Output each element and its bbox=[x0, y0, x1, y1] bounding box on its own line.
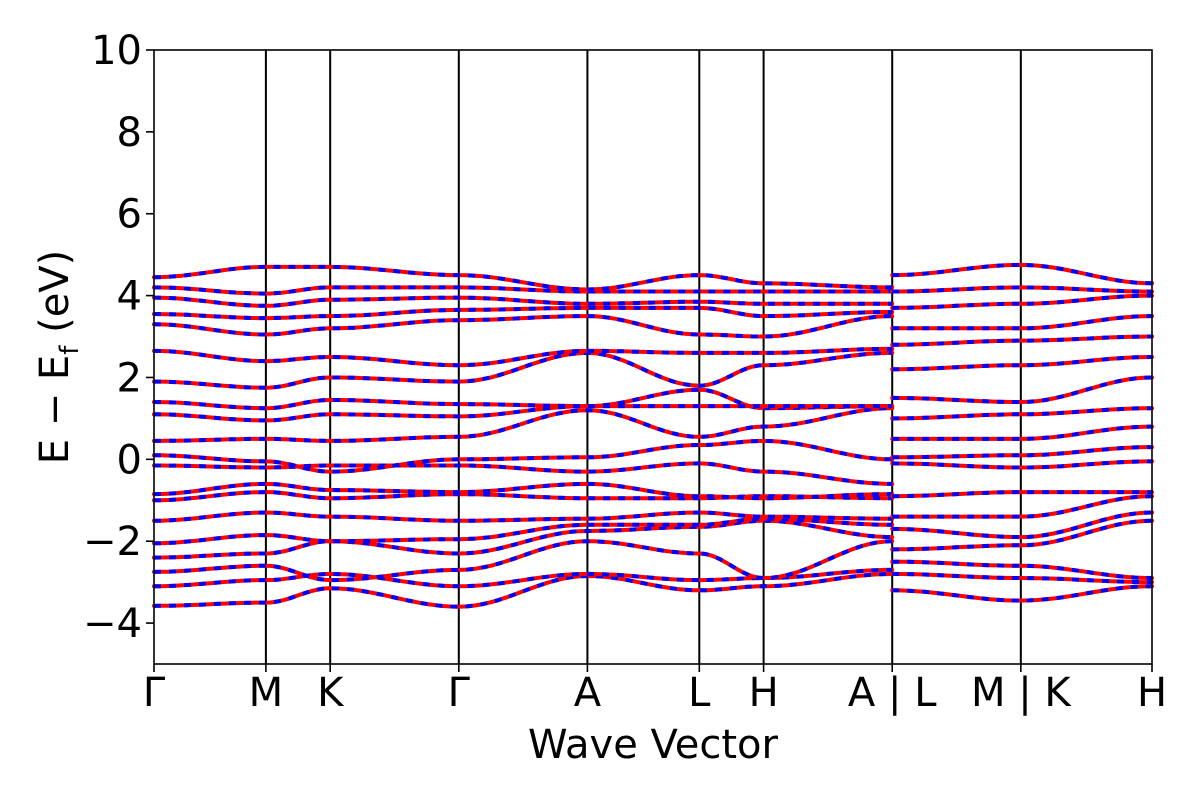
band-spin-down bbox=[892, 293, 1153, 310]
band-spin-down bbox=[892, 424, 1153, 441]
y-tick-label: −2 bbox=[83, 519, 142, 565]
x-tick-label: M | K bbox=[971, 670, 1072, 716]
band-spin-up bbox=[890, 424, 1154, 441]
band-spin-down bbox=[892, 314, 1153, 331]
x-tick-label: A | L bbox=[848, 670, 937, 716]
band-spin-down bbox=[153, 518, 893, 560]
band-spin-down bbox=[892, 571, 1152, 585]
x-tick-label: K bbox=[317, 670, 345, 716]
band-spin-down bbox=[153, 571, 893, 609]
band-spin-up bbox=[890, 490, 1154, 499]
y-tick-label: −4 bbox=[83, 601, 142, 647]
band-spin-down bbox=[153, 305, 893, 321]
band-spin-down bbox=[892, 334, 1153, 347]
band-spin-up bbox=[890, 334, 1154, 347]
y-tick-label: 2 bbox=[117, 355, 142, 401]
x-tick-label: A bbox=[574, 670, 602, 716]
band-spin-down bbox=[154, 406, 893, 443]
band-spin-down bbox=[154, 510, 893, 523]
band-spin-down bbox=[153, 264, 893, 292]
band-spin-down bbox=[892, 285, 1152, 294]
x-tick-label: H bbox=[749, 670, 779, 716]
band-spin-up bbox=[890, 459, 1154, 470]
svg-text:E − Ef (eV): E − Ef (eV) bbox=[32, 250, 85, 465]
band-spin-up bbox=[890, 293, 1154, 310]
band-spin-down bbox=[153, 438, 893, 474]
plot-frame bbox=[153, 49, 1153, 665]
band-spin-down bbox=[892, 445, 1152, 460]
band-spin-up bbox=[890, 375, 1154, 404]
y-tick-label: 8 bbox=[117, 110, 142, 156]
band-spin-up bbox=[890, 355, 1154, 372]
band-spin-up bbox=[890, 494, 1154, 519]
x-tick-label: Γ bbox=[143, 670, 166, 716]
y-tick-label: 10 bbox=[91, 28, 142, 74]
band-spin-up bbox=[890, 445, 1154, 460]
band-spin-down bbox=[153, 285, 893, 296]
band-spin-up bbox=[890, 285, 1154, 294]
band-spin-down bbox=[892, 406, 1152, 421]
band-spin-down bbox=[892, 559, 1153, 580]
x-tick-label: Γ bbox=[448, 670, 471, 716]
band-spin-up bbox=[890, 510, 1154, 540]
band-spin-down bbox=[892, 490, 1152, 499]
y-tick-label: 0 bbox=[117, 437, 142, 483]
y-axis-title-sub: f bbox=[55, 345, 85, 355]
band-spin-up bbox=[890, 584, 1154, 603]
band-spin-up bbox=[890, 518, 1154, 552]
band-spin-down bbox=[153, 346, 893, 368]
band-spin-up bbox=[890, 314, 1154, 331]
band-spin-down bbox=[154, 350, 893, 390]
band-spin-down bbox=[153, 539, 893, 583]
y-axis-title-main: E − E bbox=[32, 355, 78, 465]
band-spin-down bbox=[153, 481, 893, 501]
y-tick-label: 6 bbox=[117, 192, 142, 238]
y-axis-title: E − Ef (eV) bbox=[32, 250, 85, 465]
x-tick-label: M bbox=[249, 670, 284, 716]
band-spin-down bbox=[153, 295, 893, 308]
band-lines bbox=[152, 262, 1154, 609]
band-spin-up bbox=[152, 539, 895, 583]
band-spin-down bbox=[154, 461, 893, 486]
y-axis-title-unit: (eV) bbox=[32, 250, 78, 346]
x-tick-label: H bbox=[1137, 670, 1167, 716]
band-spin-up bbox=[152, 264, 895, 292]
band-spin-down bbox=[154, 516, 893, 546]
x-tick-label: L bbox=[688, 670, 711, 716]
band-spin-down bbox=[153, 398, 893, 411]
band-spin-up bbox=[890, 262, 1154, 286]
x-axis-title: Wave Vector bbox=[528, 722, 779, 768]
band-spin-down bbox=[892, 459, 1152, 470]
high-symmetry-lines bbox=[264, 50, 1022, 664]
band-spin-up bbox=[890, 406, 1154, 421]
y-tick-label: 4 bbox=[117, 274, 142, 320]
band-spin-down bbox=[153, 490, 893, 503]
band-spin-down bbox=[892, 355, 1153, 372]
y-axis-ticks: −4 −2 0 2 4 6 8 10 bbox=[83, 28, 154, 647]
band-spin-down bbox=[153, 314, 893, 339]
